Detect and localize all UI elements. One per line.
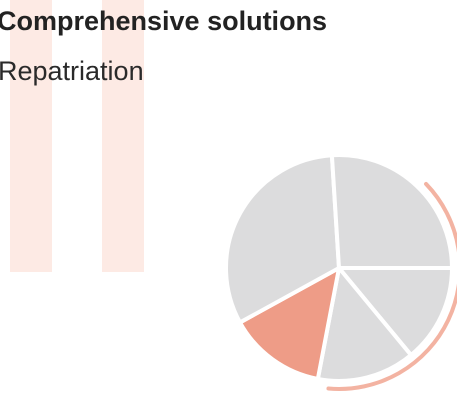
- background-stripe-right: [102, 0, 144, 272]
- page-subtitle: Repatriation: [0, 56, 144, 86]
- pie-slices: [224, 153, 454, 383]
- pie-slice-highlighted: [237, 266, 341, 381]
- pie-slice: [337, 266, 454, 358]
- pie-slice: [329, 153, 454, 270]
- highlight-outer-arc: [326, 181, 457, 391]
- background-stripe-left: [10, 0, 52, 272]
- pie-slice: [224, 153, 341, 325]
- page-title: Comprehensive solutions: [0, 6, 328, 36]
- pie-slice: [315, 266, 414, 383]
